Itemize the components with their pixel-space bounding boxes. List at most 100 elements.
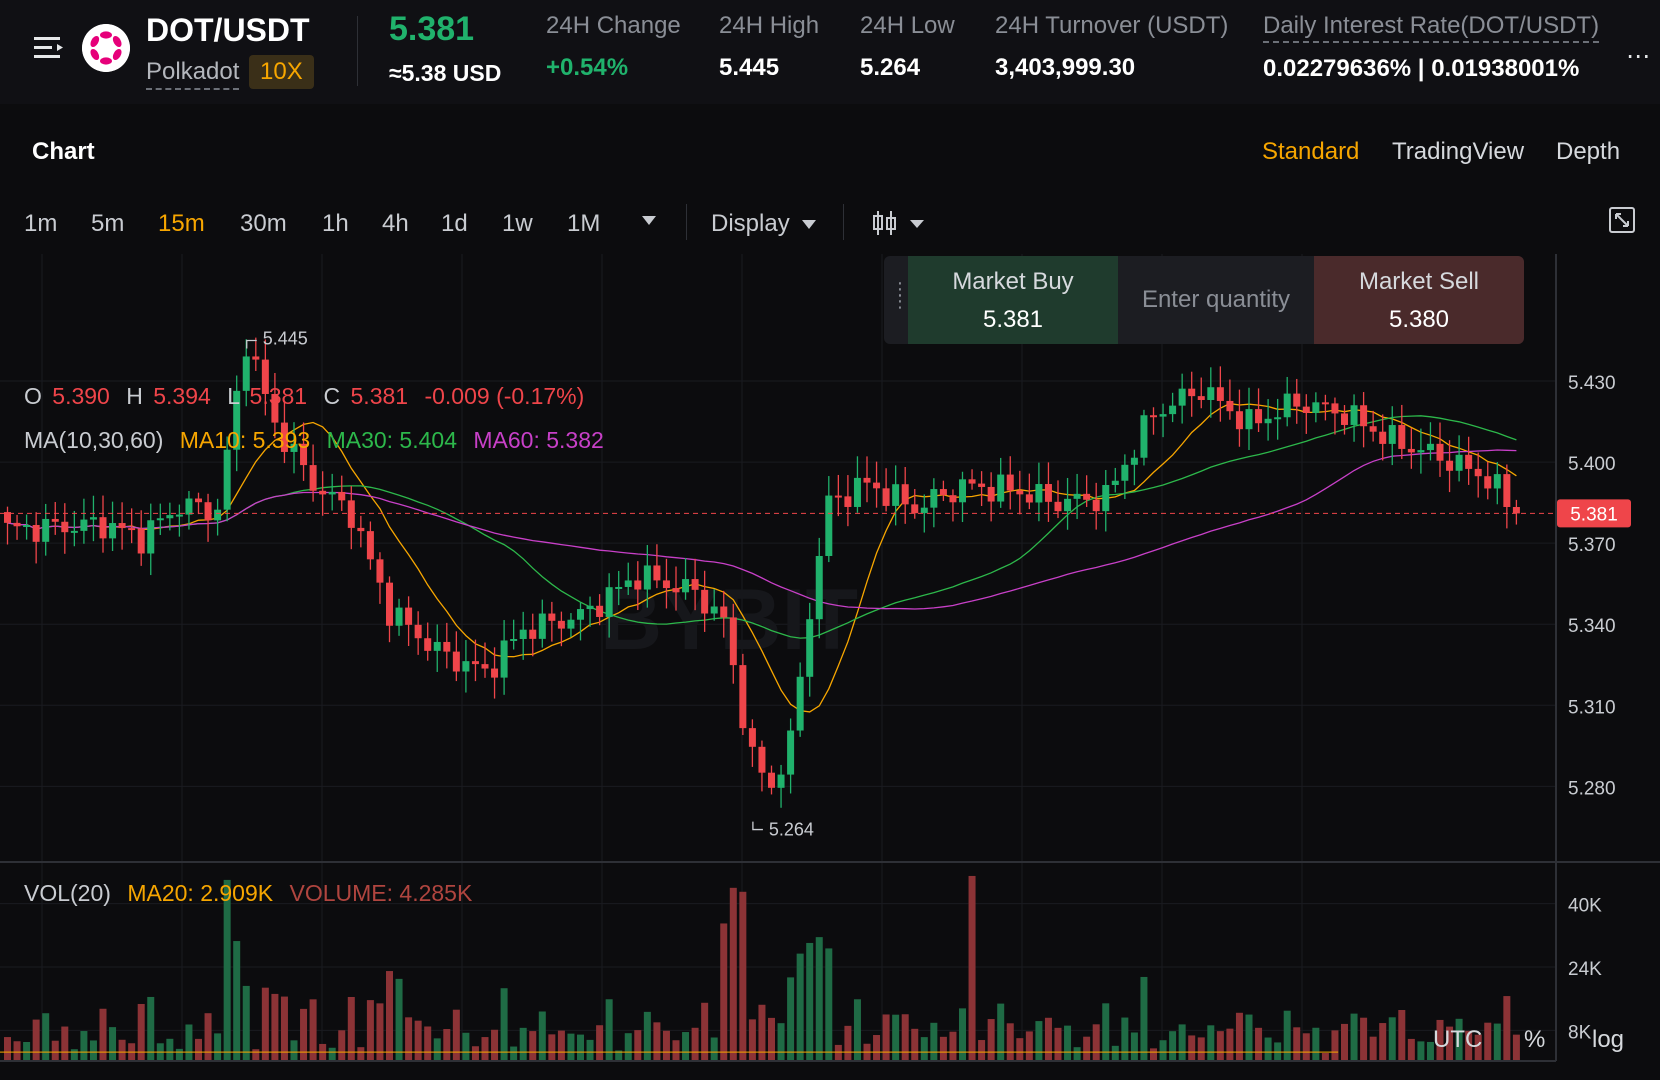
volume-bar (949, 1031, 957, 1060)
volume-bar (1035, 1021, 1043, 1060)
volume-bar (433, 1038, 441, 1060)
symbol-name[interactable]: DOT/USDT (146, 12, 310, 48)
last-price: 5.381 (389, 10, 475, 48)
candle-body (80, 519, 88, 531)
current-price-tag (1557, 499, 1631, 528)
volume-bar (768, 1017, 775, 1060)
volume-axis-label: 8K (1568, 1022, 1592, 1043)
volume-bar (1054, 1027, 1062, 1060)
candle-body (1130, 457, 1138, 465)
candle-body (156, 518, 164, 521)
ohlc-close: 5.381 (351, 383, 409, 409)
candle-body (1436, 443, 1444, 461)
volume-bar (290, 1040, 298, 1060)
percent-scale-toggle[interactable]: % (1524, 1026, 1546, 1053)
tab-depth[interactable]: Depth (1556, 138, 1621, 165)
candle-body (214, 509, 222, 521)
candle-body (376, 559, 384, 583)
ma-label: MA(10,30,60) (24, 427, 163, 453)
market-buy-button[interactable]: Market Buy 5.381 (908, 256, 1118, 344)
candle-body (1360, 405, 1368, 427)
volume-bar (1025, 1031, 1033, 1060)
candle-body (1388, 425, 1396, 444)
candle-body (357, 527, 365, 532)
candle-body (1035, 484, 1043, 503)
menu-icon[interactable] (34, 33, 64, 61)
ohlc-o-label: O (24, 383, 42, 409)
volume-bar (720, 923, 728, 1060)
candle-body (42, 518, 50, 542)
volume-bar (1255, 1027, 1263, 1060)
candle-body (1016, 490, 1024, 495)
volume-bar (729, 887, 737, 1060)
volume-bar (1102, 1003, 1110, 1060)
volume-bar (1064, 1025, 1072, 1060)
candle-body (911, 504, 919, 514)
chart-grid (0, 254, 1556, 1060)
candle-body (23, 524, 31, 527)
market-buy-price: 5.381 (982, 306, 1044, 333)
stat-daily-interest[interactable]: Daily Interest Rate(DOT/USDT) 0.02279636… (1263, 12, 1600, 83)
low-marker-line (752, 821, 763, 831)
display-dropdown[interactable]: Display (711, 210, 817, 238)
candle-body (261, 359, 269, 394)
candle-body (1102, 484, 1110, 512)
log-scale-toggle[interactable]: log (1592, 1026, 1625, 1053)
timezone-utc-toggle[interactable]: UTC (1433, 1026, 1483, 1053)
volume-bar (1178, 1024, 1186, 1060)
stat-label: 24H High (719, 12, 820, 39)
candle-body (939, 489, 947, 496)
timeframe-4h[interactable]: 4h (382, 210, 409, 237)
timeframe-1w[interactable]: 1w (502, 210, 533, 237)
volume-axis-label: 24K (1568, 959, 1602, 980)
candle-type-icon[interactable] (872, 207, 928, 239)
tab-standard[interactable]: Standard (1262, 138, 1360, 165)
volume-bar (748, 1019, 756, 1060)
more-icon[interactable]: ⋯ (1626, 43, 1651, 70)
polkadot-logo-icon (82, 24, 130, 72)
volume-bar (491, 1029, 499, 1060)
stat-label[interactable]: Daily Interest Rate(DOT/USDT) (1263, 12, 1600, 43)
quantity-input[interactable] (1118, 256, 1314, 344)
candle-body (615, 586, 623, 589)
volume-bar (548, 1034, 556, 1060)
timeframe-5m[interactable]: 5m (91, 210, 125, 237)
candle-body (672, 588, 680, 593)
candle-body (405, 607, 413, 625)
volume-bar (758, 1004, 766, 1060)
candle-body (691, 579, 699, 590)
tab-tradingview[interactable]: TradingView (1392, 138, 1525, 165)
ohlc-h-label: H (126, 383, 143, 409)
volume-bar (634, 1030, 642, 1060)
volume-bar (414, 1020, 422, 1060)
volume-bar (1016, 1038, 1024, 1060)
timeframe-1m[interactable]: 1m (24, 210, 58, 237)
timeframe-dropdown-icon[interactable] (642, 216, 656, 225)
timeframe-15m[interactable]: 15m (158, 210, 205, 237)
candle-body (1302, 406, 1310, 413)
stat-value: +0.54% (546, 54, 629, 81)
candle-body (1512, 507, 1520, 514)
drag-handle-icon[interactable]: ⋮ ⋮ (891, 279, 909, 311)
candlestick-chart[interactable]: BYBIT 5.430 5.400 5.370 5.340 5.310 5.280 40K 2… (0, 254, 1660, 1064)
candle-body (395, 607, 403, 626)
fullscreen-icon[interactable] (1608, 206, 1636, 234)
ohlc-high: 5.394 (153, 383, 211, 409)
last-price-usd: ≈5.38 USD (389, 60, 502, 86)
candle-body (414, 624, 422, 639)
timeframe-1M[interactable]: 1M (567, 210, 601, 237)
timeframe-30m[interactable]: 30m (240, 210, 287, 237)
candle-body (892, 484, 900, 506)
price-axis-label: 5.340 (1568, 616, 1616, 637)
candle-body (1150, 415, 1157, 418)
timeframe-1h[interactable]: 1h (322, 210, 349, 237)
coin-name[interactable]: Polkadot (146, 58, 240, 90)
timeframe-1d[interactable]: 1d (441, 210, 468, 237)
volume-bar (567, 1033, 575, 1060)
volume-bar (185, 1024, 193, 1060)
candle-body (1064, 498, 1072, 512)
candle-body (338, 491, 346, 501)
candle-body (471, 661, 479, 665)
market-sell-button[interactable]: Market Sell 5.380 (1314, 256, 1524, 344)
volume-bar (500, 988, 508, 1060)
